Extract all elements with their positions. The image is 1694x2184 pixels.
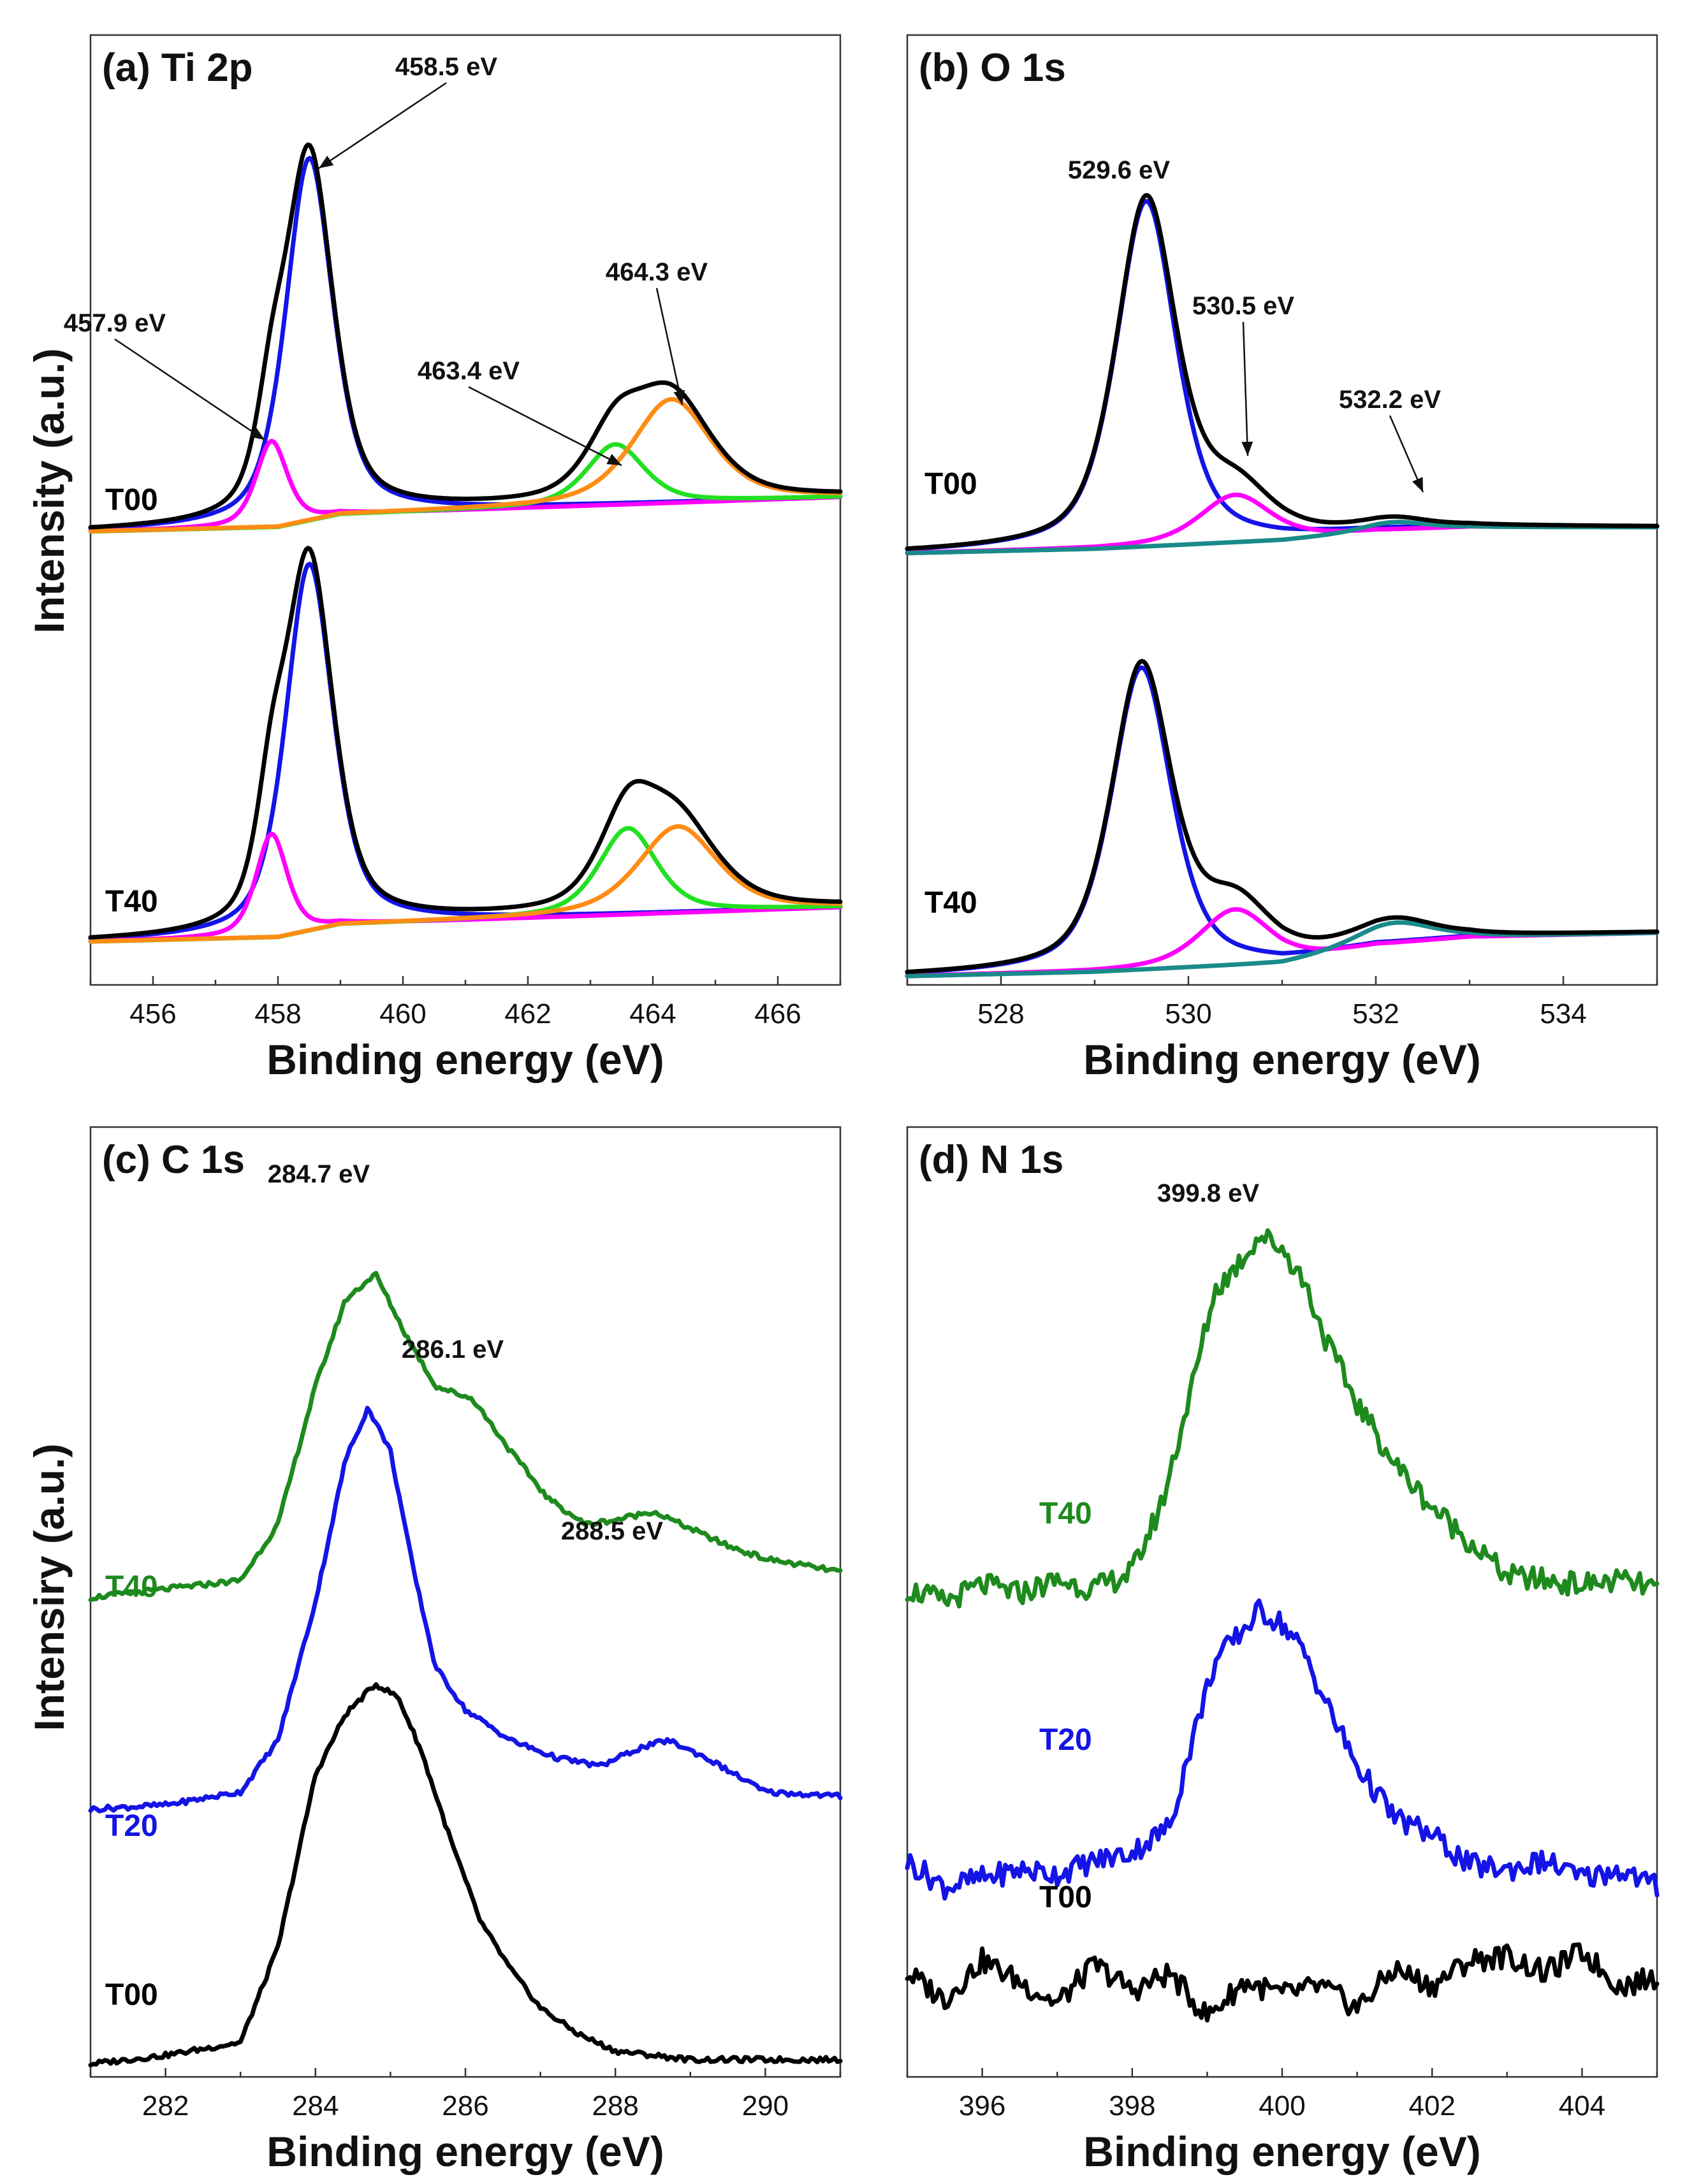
arrow-head: [1241, 441, 1253, 456]
arrow-head: [673, 389, 685, 405]
peak-label: 532.2 eV: [1339, 386, 1441, 414]
series-t20: [88, 1406, 843, 1814]
peak-arrow: [468, 386, 622, 467]
arrow-head: [249, 427, 265, 440]
x-tick-label: 396: [959, 2090, 1005, 2122]
x-tick-label: 532: [1352, 998, 1399, 1030]
x-tick-label: 530: [1165, 998, 1211, 1030]
fit-envelope: [88, 142, 843, 530]
x-tick-label: 288: [592, 2090, 638, 2122]
x-tick-label: 286: [442, 2090, 488, 2122]
fit-component-ov-oh: [905, 907, 1660, 979]
fit-component-ti4-2p1-2: [88, 397, 843, 534]
y-axis-label-top: Intensity (a.u.): [26, 348, 73, 633]
x-tick-label: 534: [1540, 998, 1586, 1030]
fit-component-ti4-2p3-2: [88, 156, 843, 531]
peak-label: 530.5 eV: [1192, 292, 1294, 320]
x-axis-label: Binding energy (eV): [1083, 1036, 1480, 1083]
x-tick-label: 464: [629, 998, 676, 1030]
peak-label: 463.4 eV: [418, 357, 520, 385]
x-tick-label: 400: [1259, 2090, 1305, 2122]
panel-c1s: (c) C 1s 282 284 286 288 290 Binding energy (e…: [88, 1126, 843, 2175]
series-t40: [88, 1270, 843, 1603]
fit-component-lattice-o: [905, 199, 1660, 551]
peak-arrow: [1242, 321, 1249, 456]
arrow-head: [319, 156, 334, 168]
peak-arrow: [114, 338, 265, 441]
panel-n1s: (d) N 1s 396 398 400 402 404 Binding energy (e…: [905, 1126, 1660, 2175]
peak-label: 284.7 eV: [268, 1160, 370, 1188]
x-axis-label: Binding energy (eV): [267, 2128, 664, 2175]
series-label-t20: T20: [105, 1809, 158, 1843]
series-label-t00: T00: [924, 467, 977, 501]
peak-label: 399.8 eV: [1157, 1179, 1259, 1207]
fit-component-ti4-2p1-2: [88, 824, 843, 944]
panel-title: (a) Ti 2p: [102, 46, 253, 90]
x-tick-label: 460: [379, 998, 426, 1030]
x-tick-label: 282: [142, 2090, 189, 2122]
peak-arrow: [655, 288, 683, 405]
x-tick-label: 458: [254, 998, 301, 1030]
peak-arrow: [318, 82, 447, 170]
series-label-t40: T40: [924, 886, 977, 920]
arrow-head: [606, 453, 622, 465]
series-label-t00: T00: [105, 1978, 158, 2012]
x-tick-label: 528: [977, 998, 1024, 1030]
peak-label: 457.9 eV: [64, 309, 166, 337]
plot-frame: [906, 34, 1658, 986]
x-tick-label: 402: [1408, 2090, 1455, 2122]
panel-ti2p: (a) Ti 2p 456 458 460 462 464 466 Binding energ…: [64, 34, 843, 1083]
series-label-t40: T40: [1039, 1497, 1092, 1531]
x-tick-label: 456: [129, 998, 176, 1030]
peak-label: 529.6 eV: [1068, 156, 1170, 184]
series-label-t00: T00: [105, 483, 158, 517]
fit-envelope: [905, 193, 1660, 551]
series-label-t40: T40: [105, 1570, 158, 1604]
series-label-t20: T20: [1039, 1723, 1092, 1757]
peak-label: 464.3 eV: [606, 258, 708, 286]
fit-component-ti4-2p3-2: [88, 562, 843, 941]
x-tick-label: 290: [742, 2090, 789, 2122]
peak-label: 286.1 eV: [402, 1336, 504, 1364]
x-tick-label: 404: [1559, 2090, 1605, 2122]
panel-title: (b) O 1s: [919, 46, 1066, 90]
plot-frame: [89, 1126, 842, 2078]
series-t00: [88, 1682, 843, 2068]
series-t40: [905, 1228, 1660, 1609]
x-axis-label: Binding energy (eV): [267, 1036, 664, 1083]
series-label-t00: T00: [1039, 1881, 1092, 1914]
peak-label: 458.5 eV: [395, 53, 497, 81]
arrow-head: [1412, 477, 1423, 492]
x-tick-label: 284: [292, 2090, 339, 2122]
x-tick-label: 398: [1109, 2090, 1155, 2122]
fit-envelope: [905, 659, 1660, 975]
series-t00: [905, 1942, 1660, 2023]
y-axis-label-bottom: Intensiry (a.u.): [26, 1443, 73, 1731]
x-axis-label: Binding energy (eV): [1083, 2128, 1480, 2175]
panel-title: (d) N 1s: [919, 1138, 1063, 1182]
panel-title: (c) C 1s: [102, 1138, 245, 1182]
x-tick-label: 462: [504, 998, 551, 1030]
fit-envelope: [88, 546, 843, 940]
panel-o1s: (b) O 1s 528 530 532 534 Binding energy (eV) 5…: [905, 34, 1660, 1083]
series-t20: [905, 1598, 1660, 1901]
peak-label: 288.5 eV: [561, 1517, 663, 1545]
x-tick-label: 466: [754, 998, 801, 1030]
series-label-t40: T40: [105, 885, 158, 919]
